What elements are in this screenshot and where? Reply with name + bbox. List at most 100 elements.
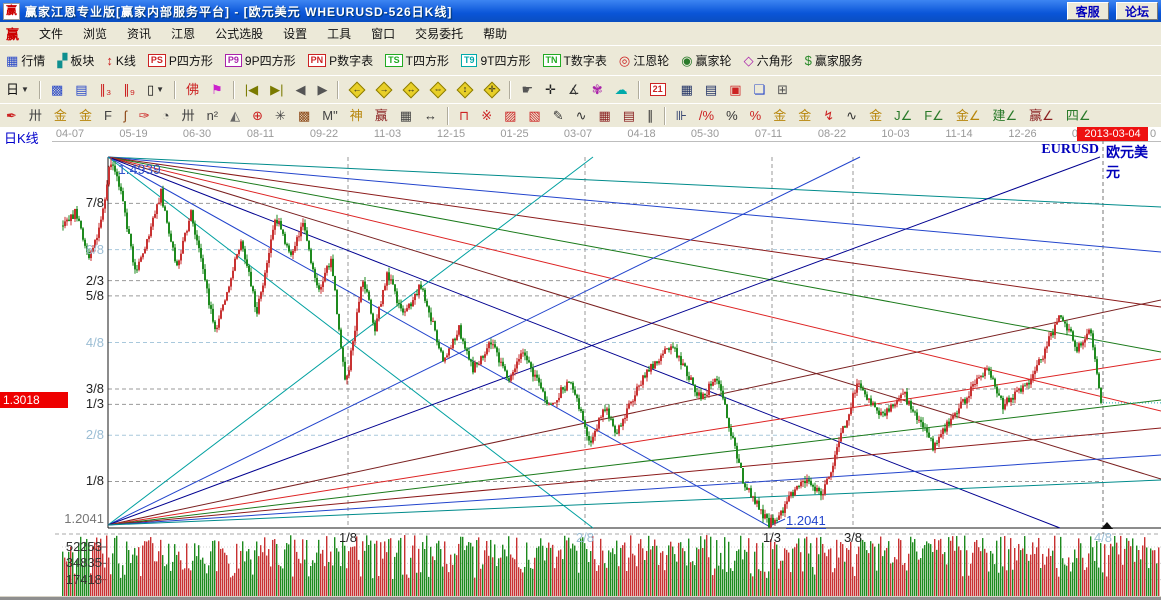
- tool-percent-slash-icon[interactable]: /%: [694, 107, 719, 125]
- tool-line-pen-icon[interactable]: ✎: [548, 107, 569, 125]
- tool-f-grid-icon[interactable]: F: [99, 107, 117, 125]
- tool-gold-level-icon[interactable]: 金: [793, 107, 816, 125]
- tool-red-grid-icon[interactable]: ▦: [594, 107, 616, 125]
- tool-spiral-icon[interactable]: ʃ: [119, 107, 132, 125]
- tool-target-icon[interactable]: ⊕: [247, 107, 268, 125]
- sectors-button[interactable]: ▞板块: [52, 50, 99, 71]
- tool-gold-grid-2-icon[interactable]: 金: [74, 107, 97, 125]
- tool-first-page-icon[interactable]: |◀: [240, 81, 263, 99]
- t-square-button[interactable]: TST四方形: [380, 50, 454, 71]
- winner-wheel-button[interactable]: ◉赢家轮: [676, 50, 736, 71]
- tool-zoom-v-icon[interactable]: ↕: [452, 80, 477, 99]
- 9t-square-button[interactable]: T99T四方形: [456, 50, 536, 71]
- kline-canvas[interactable]: [0, 127, 1161, 596]
- tool-percent-icon[interactable]: %: [721, 107, 743, 125]
- tool-gold-wave-icon[interactable]: 金: [864, 107, 887, 125]
- p-square-button[interactable]: PSP四方形: [143, 50, 218, 71]
- tool-marker-m-icon[interactable]: M": [317, 107, 342, 125]
- menu-item-browse[interactable]: 浏览: [73, 23, 117, 44]
- tool-period-day-icon[interactable]: 日▼: [1, 81, 34, 99]
- tool-shen-grid-icon[interactable]: 神: [345, 107, 368, 125]
- tool-parallel-lines-icon[interactable]: ∥: [642, 107, 659, 125]
- tool-gann-tool-icon[interactable]: ✾: [587, 81, 608, 99]
- quotes-button[interactable]: ▦行情: [1, 50, 50, 71]
- kline-button[interactable]: ↕K线: [101, 50, 141, 71]
- tool-gold-angle-icon[interactable]: 金∠: [951, 107, 986, 125]
- tool-memo-icon[interactable]: ▤: [700, 81, 722, 99]
- tool-calendar-21-icon[interactable]: 21: [645, 81, 674, 98]
- tool-pen-2-icon[interactable]: ✑: [134, 107, 155, 125]
- menu-item-help[interactable]: 帮助: [473, 23, 517, 44]
- tool-bars-9-icon[interactable]: ∥₉: [118, 81, 140, 99]
- tool-bolt-icon[interactable]: ↯: [818, 107, 839, 125]
- tool-time-grid-icon[interactable]: 卅: [24, 107, 47, 125]
- gann-wheel-button[interactable]: ◎江恩轮: [614, 50, 674, 71]
- tool-range-arrows-icon[interactable]: ↔: [419, 107, 442, 125]
- tool-j-angle-icon[interactable]: J∠: [889, 107, 917, 125]
- tool-ray-fan-icon[interactable]: ※: [476, 107, 497, 125]
- menu-item-settings[interactable]: 设置: [273, 23, 317, 44]
- tool-zigzag-icon[interactable]: ∿: [571, 107, 592, 125]
- tool-fan-box-2-icon[interactable]: ▧: [523, 107, 545, 125]
- tool-angle-ruler-icon[interactable]: ◭: [225, 107, 245, 125]
- tool-f-angle-icon[interactable]: F∠: [919, 107, 949, 125]
- tool-zoom-out-h-icon[interactable]: ↔: [398, 80, 423, 99]
- tool-fan-box-1-icon[interactable]: ▨: [499, 107, 521, 125]
- 9p-square-button[interactable]: P99P四方形: [220, 50, 301, 71]
- tool-zoom-all-icon[interactable]: ✛: [479, 80, 504, 99]
- tool-page-right-icon[interactable]: ▶: [312, 81, 332, 99]
- menu-item-window[interactable]: 窗口: [361, 23, 405, 44]
- tool-win-angle-icon[interactable]: 赢∠: [1024, 107, 1059, 125]
- tool-crosshair-icon[interactable]: ✛: [540, 81, 561, 99]
- tool-wave-icon[interactable]: ∿: [841, 107, 862, 125]
- tool-cycle-clock-icon[interactable]: ◔: [157, 107, 175, 125]
- menu-item-file[interactable]: 文件: [29, 23, 73, 44]
- tool-percent-line-icon[interactable]: %: [745, 107, 767, 125]
- tool-jian-angle-icon[interactable]: 建∠: [988, 107, 1023, 125]
- tool-print-icon[interactable]: ⊞: [772, 81, 793, 99]
- tool-calculator-icon[interactable]: ▦: [676, 81, 698, 99]
- tool-square-ruler-icon[interactable]: n²: [202, 107, 224, 125]
- tool-web-grid-icon[interactable]: ▩: [293, 107, 315, 125]
- hexagon-button[interactable]: ◇六角形: [739, 50, 798, 71]
- tool-hand-drag-icon[interactable]: ☛: [516, 81, 538, 99]
- tool-export-icon[interactable]: ❏: [749, 81, 771, 99]
- t-number-table-button[interactable]: TNT数字表: [538, 50, 612, 71]
- tool-star-tool-icon[interactable]: ✳: [270, 107, 291, 125]
- tool-number-grid-icon[interactable]: ▦: [395, 107, 417, 125]
- tool-box-tool-icon[interactable]: ⊓: [454, 107, 474, 125]
- tool-win-grid-icon[interactable]: 赢: [370, 107, 393, 125]
- tool-save-icon[interactable]: ▣: [724, 81, 746, 99]
- support-button[interactable]: 客服: [1067, 2, 1109, 20]
- menu-item-news[interactable]: 资讯: [117, 23, 161, 44]
- tool-ruled-grid-icon[interactable]: ▤: [618, 107, 640, 125]
- tool-last-page-icon[interactable]: ▶|: [265, 81, 288, 99]
- tool-list-view-icon[interactable]: ▤: [70, 81, 92, 99]
- scroll-arrow-icon[interactable]: [1101, 522, 1113, 529]
- tool-bars-3-icon[interactable]: ∥₃: [95, 81, 117, 99]
- tool-flag-icon[interactable]: ⚑: [206, 81, 228, 99]
- menu-item-trade-entrust[interactable]: 交易委托: [405, 23, 473, 44]
- tool-gold-circle-icon[interactable]: 金: [768, 107, 791, 125]
- tool-si-angle-icon[interactable]: 四∠: [1061, 107, 1096, 125]
- menu-item-gann[interactable]: 江恩: [161, 23, 205, 44]
- tool-zoom-in-h-icon[interactable]: ⇔: [425, 80, 450, 99]
- forum-button[interactable]: 论坛: [1116, 2, 1158, 20]
- tool-shift-left-icon[interactable]: ←: [344, 80, 369, 99]
- tool-grid-2-icon[interactable]: 卅: [177, 107, 200, 125]
- tool-smart-filter-icon[interactable]: ☁: [610, 81, 633, 99]
- period-label[interactable]: 日K线: [4, 128, 39, 147]
- menu-item-formula-stock-pick[interactable]: 公式选股: [205, 23, 273, 44]
- menu-item-tools[interactable]: 工具: [317, 23, 361, 44]
- tool-draw-pen-icon[interactable]: ✒: [1, 107, 22, 125]
- winner-service-button[interactable]: $赢家服务: [800, 50, 868, 71]
- tool-shift-right-icon[interactable]: →: [371, 80, 396, 99]
- tool-angle-measure-icon[interactable]: ∡: [563, 81, 585, 99]
- p-number-table-button[interactable]: PNP数字表: [303, 50, 379, 71]
- tool-page-left-icon[interactable]: ◀: [290, 81, 310, 99]
- tool-stamp-icon[interactable]: 佛: [181, 81, 204, 99]
- tool-percent-bars-icon[interactable]: ⊪: [671, 107, 692, 125]
- tool-net-view-icon[interactable]: ▩: [46, 81, 68, 99]
- chart-area[interactable]: 日K线 04-0705-1906-3008-1109-2211-0312-150…: [0, 127, 1161, 596]
- tool-candle-style-icon[interactable]: ▯▼: [142, 81, 169, 99]
